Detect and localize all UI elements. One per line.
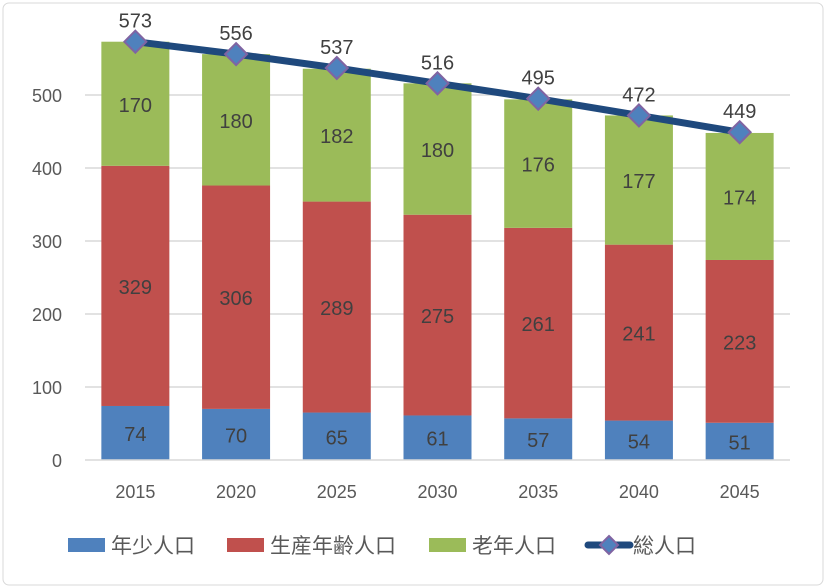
legend-label: 総人口 [633,535,696,558]
x-tick-label: 2020 [216,482,256,502]
data-label: 223 [723,332,756,354]
bar-segment [202,185,271,409]
x-tick-label: 2035 [518,482,558,502]
bar-segment [504,418,573,460]
data-label: 65 [326,427,348,449]
data-label: 180 [421,140,454,162]
data-label: 329 [119,277,152,299]
y-tick-label: 300 [32,232,62,252]
data-label: 241 [622,324,655,346]
x-tick-label: 2025 [317,482,357,502]
x-tick-label: 2015 [115,482,155,502]
line-marker [122,29,148,55]
data-label: 57 [527,430,549,452]
y-tick-label: 500 [32,86,62,106]
data-label: 289 [320,298,353,320]
bar-segment [202,408,271,460]
data-label: 182 [320,126,353,148]
legend-swatch [429,538,466,552]
bar-segment [604,115,673,245]
data-label: 51 [729,432,751,454]
legend-label: 生産年齢人口 [270,535,396,558]
total-label: 495 [522,68,555,90]
data-label: 54 [628,431,650,453]
bar-segment [604,420,673,460]
legend-marker [598,534,620,556]
data-label: 180 [219,111,252,133]
total-label: 556 [219,23,252,45]
x-tick-label: 2030 [417,482,457,502]
legend-label: 年少人口 [111,535,195,558]
bar-segment [504,99,573,228]
bar-segment [705,259,774,423]
data-label: 306 [219,288,252,310]
legend-swatch [227,538,264,552]
legend-swatch [68,538,105,552]
bar-segment [101,405,170,460]
y-tick-label: 200 [32,305,62,325]
line-marker [727,119,753,145]
bar-segment [705,132,774,260]
bar-segment [604,244,673,421]
line-marker [324,55,350,81]
bar-segment [101,41,170,166]
data-label: 174 [723,187,756,209]
bar-segment [302,201,371,413]
line-marker [223,41,249,67]
data-label: 170 [119,95,152,117]
legend-label: 老年人口 [472,535,556,558]
data-label: 61 [426,429,448,451]
data-label: 275 [421,306,454,328]
total-label: 449 [723,101,756,123]
data-label: 176 [522,155,555,177]
data-label: 74 [124,424,146,446]
bar-segment [705,422,774,460]
data-label: 177 [622,171,655,193]
bar-segment [202,54,271,186]
bar-segment [302,412,371,460]
y-tick-label: 100 [32,378,62,398]
total-label: 472 [622,84,655,106]
bar-segment [403,214,472,416]
y-tick-label: 0 [52,451,62,471]
data-label: 70 [225,425,247,447]
bar-segment [101,165,170,406]
total-label: 516 [421,52,454,74]
bar-segment [504,227,573,419]
line-marker [525,86,551,112]
bar-segment [403,83,472,215]
total-label: 573 [119,11,152,33]
line-marker [626,103,652,128]
bar-segment [302,68,371,202]
x-tick-label: 2045 [720,482,760,502]
y-tick-label: 400 [32,159,62,179]
total-label: 537 [320,37,353,59]
x-tick-label: 2040 [619,482,659,502]
bar-segment [403,415,472,460]
line-marker [425,70,450,96]
data-label: 261 [522,314,555,336]
